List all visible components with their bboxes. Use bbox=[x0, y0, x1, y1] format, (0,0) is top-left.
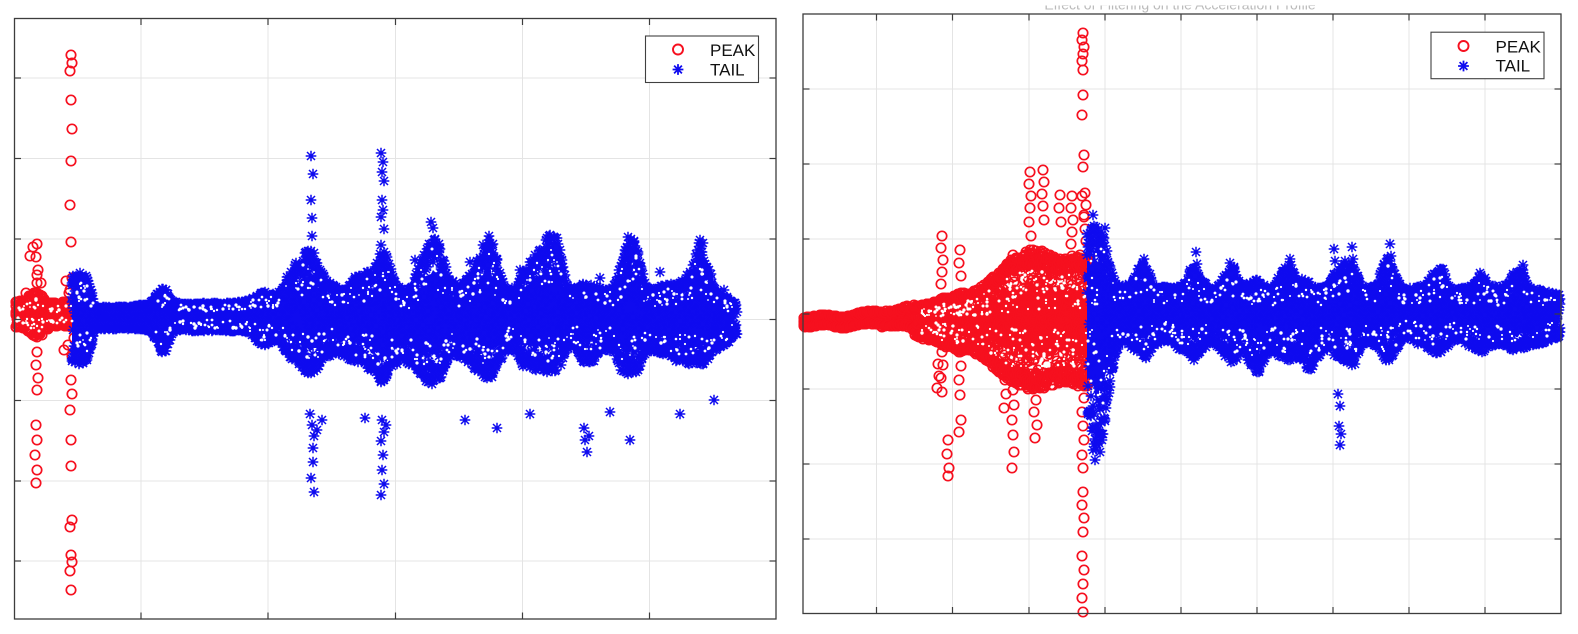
svg-text:PEAK: PEAK bbox=[1496, 37, 1542, 56]
svg-text:PEAK: PEAK bbox=[710, 41, 756, 60]
svg-text:TAIL: TAIL bbox=[710, 61, 745, 80]
svg-text:TAIL: TAIL bbox=[1496, 57, 1531, 76]
